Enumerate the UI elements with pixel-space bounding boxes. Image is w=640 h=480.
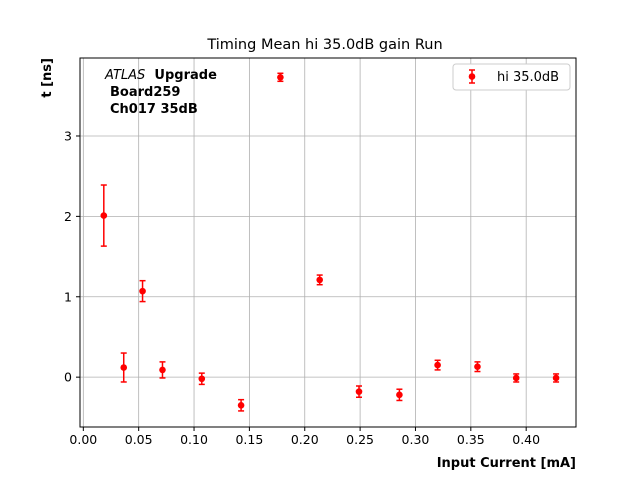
point-marker	[198, 375, 206, 383]
chart-title: Timing Mean hi 35.0dB gain Run	[206, 37, 442, 53]
point-marker	[277, 73, 284, 81]
point-marker	[355, 388, 363, 395]
data-point	[512, 373, 520, 383]
point-marker	[237, 401, 245, 409]
grid-lines	[80, 58, 576, 427]
point-marker	[474, 363, 481, 371]
channel-label: Ch017 35dB	[110, 102, 198, 117]
data-point	[237, 398, 245, 412]
point-marker	[120, 364, 128, 371]
point-marker	[512, 374, 520, 382]
x-tick-label: 0.35	[457, 432, 485, 447]
data-point	[159, 361, 166, 379]
data-point	[474, 361, 481, 373]
x-tick-label: 0.15	[235, 432, 263, 447]
data-point	[434, 359, 441, 371]
point-marker	[159, 366, 166, 374]
x-tick-label: 0.30	[402, 432, 430, 447]
legend: hi 35.0dB	[452, 63, 571, 91]
x-axis-label: Input Current [mA]	[437, 456, 576, 471]
data-point	[120, 352, 128, 383]
point-marker	[434, 361, 441, 369]
y-axis-label: t [ns]	[40, 58, 55, 98]
x-tick-label: 0.05	[125, 432, 153, 447]
data-point	[316, 274, 323, 286]
legend-box	[452, 63, 571, 91]
legend-marker	[468, 73, 476, 80]
data-point	[139, 279, 146, 303]
legend-label: hi 35.0dB	[497, 70, 559, 85]
svg-text:ATLAS Upgrade: ATLAS Upgrade	[104, 68, 217, 83]
x-tick-label: 0.20	[291, 432, 319, 447]
point-marker	[396, 391, 403, 399]
point-marker	[316, 276, 323, 284]
x-tick-label: 0.25	[346, 432, 374, 447]
point-marker	[552, 374, 560, 382]
atlas-label: ATLAS	[104, 68, 145, 83]
y-tick-label: 2	[64, 209, 72, 224]
data-point	[396, 388, 403, 402]
data-point	[100, 184, 108, 247]
x-axis-ticks: 0.00 0.05 0.10 0.15 0.20 0.25 0.30 0.35 0.40	[69, 427, 540, 447]
board-label: Board259	[110, 85, 180, 100]
data-point	[277, 72, 284, 83]
x-tick-label: 0.40	[512, 432, 540, 447]
data-point	[552, 373, 560, 383]
y-axis-ticks: 0 1 2 3	[64, 128, 80, 385]
y-tick-label: 1	[64, 289, 72, 304]
data-point	[198, 372, 206, 386]
point-marker	[139, 287, 146, 295]
atlas-annotation: ATLAS Upgrade Board259 Ch017 35dB	[104, 68, 217, 117]
upgrade-label: Upgrade	[154, 68, 217, 83]
point-marker	[100, 212, 108, 219]
data-point	[355, 385, 363, 399]
x-tick-label: 0.00	[69, 432, 97, 447]
plot-frame	[79, 57, 577, 428]
y-tick-label: 3	[64, 128, 72, 143]
y-tick-label: 0	[64, 370, 72, 385]
data-series	[100, 72, 560, 412]
x-tick-label: 0.10	[180, 432, 208, 447]
